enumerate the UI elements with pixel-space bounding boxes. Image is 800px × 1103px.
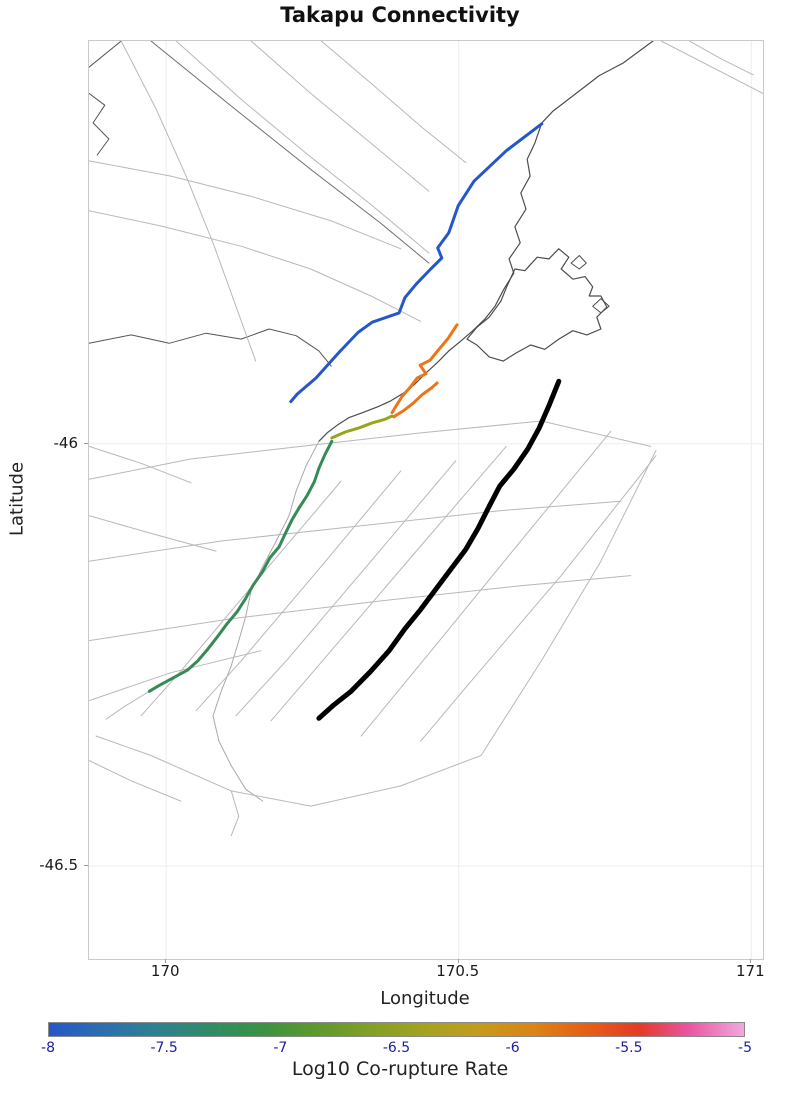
network-fault bbox=[89, 650, 262, 702]
plot-area bbox=[88, 40, 764, 960]
network-fault bbox=[480, 450, 657, 756]
network-fault bbox=[420, 455, 657, 742]
x-tick-label: 170 bbox=[150, 962, 180, 980]
network-fault bbox=[89, 210, 422, 322]
network-fault-dark bbox=[89, 41, 122, 68]
y-tick-label: -46.5 bbox=[39, 856, 78, 875]
colorbar-gradient bbox=[48, 1022, 745, 1037]
network-peninsula bbox=[466, 248, 608, 362]
network-coastline bbox=[318, 41, 654, 442]
trace-south-green bbox=[147, 439, 334, 693]
network-fault-dark bbox=[89, 92, 110, 156]
network-fault bbox=[140, 480, 342, 717]
colorbar-tick-label: -5 bbox=[738, 1040, 752, 1056]
network-fault-dark bbox=[89, 328, 332, 367]
map-canvas bbox=[89, 41, 763, 959]
network-fault bbox=[105, 690, 150, 720]
network-fault bbox=[89, 760, 182, 802]
network-fault bbox=[660, 41, 763, 94]
y-axis-label: Latitude bbox=[6, 461, 28, 537]
network-coastline-south bbox=[212, 440, 320, 802]
y-tick-mark bbox=[84, 865, 88, 867]
colorbar-tick-label: -7 bbox=[273, 1040, 288, 1056]
colorbar-tick-label: -6 bbox=[505, 1040, 520, 1056]
network-fault bbox=[89, 515, 217, 552]
trace-central-olive bbox=[330, 414, 394, 440]
network-fault bbox=[89, 420, 652, 480]
x-tick-label: 171 bbox=[735, 962, 765, 980]
x-tick-mark bbox=[165, 959, 167, 963]
network-fault bbox=[688, 41, 754, 76]
network-island bbox=[570, 255, 587, 270]
x-tick-mark bbox=[457, 959, 459, 963]
network-fault-dark bbox=[150, 41, 430, 264]
colorbar-tick-label: -6.5 bbox=[382, 1040, 411, 1056]
chart-title: Takapu Connectivity bbox=[280, 3, 520, 27]
y-tick-mark bbox=[84, 442, 88, 444]
network-island bbox=[592, 298, 610, 314]
network-fault bbox=[250, 41, 430, 192]
x-tick-mark bbox=[750, 959, 752, 963]
x-tick-label: 170.5 bbox=[436, 962, 480, 980]
network-fault bbox=[89, 500, 622, 562]
colorbar-tick-label: -8 bbox=[41, 1040, 55, 1056]
network-fault bbox=[89, 160, 402, 250]
network-fault bbox=[235, 460, 457, 717]
y-tick-label: -46 bbox=[53, 433, 79, 452]
trace-northeast-orange bbox=[390, 323, 459, 415]
network-fault bbox=[270, 445, 507, 722]
colorbar-tick-label: -5.5 bbox=[615, 1040, 643, 1056]
network-fault bbox=[195, 470, 402, 712]
source-fault-takapu bbox=[316, 378, 562, 721]
network-fault bbox=[89, 445, 192, 484]
colorbar-tick-label: -7.5 bbox=[150, 1040, 178, 1056]
network-fault bbox=[175, 41, 430, 254]
trace-north-blue bbox=[289, 122, 544, 404]
colorbar-label: Log10 Co-rupture Rate bbox=[291, 1058, 509, 1080]
network-fault bbox=[95, 735, 482, 807]
network-fault bbox=[89, 575, 632, 642]
trace-northeast-orange-branch bbox=[392, 381, 439, 419]
network-fault bbox=[360, 430, 612, 737]
network-fault bbox=[230, 790, 240, 837]
network-fault bbox=[320, 41, 467, 164]
x-axis-label: Longitude bbox=[380, 988, 470, 1009]
network-fault bbox=[120, 41, 257, 362]
